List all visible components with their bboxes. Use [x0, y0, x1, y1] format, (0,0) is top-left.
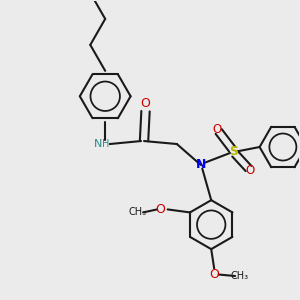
- Text: CH₃: CH₃: [230, 271, 249, 281]
- Text: N: N: [94, 139, 102, 149]
- Text: O: O: [141, 97, 151, 110]
- Text: H: H: [101, 139, 109, 149]
- Text: N: N: [196, 158, 206, 171]
- Text: S: S: [229, 145, 238, 158]
- Text: O: O: [245, 164, 255, 177]
- Text: CH₃: CH₃: [129, 207, 147, 218]
- Text: O: O: [155, 203, 165, 216]
- Text: O: O: [209, 268, 219, 281]
- Text: O: O: [213, 123, 222, 136]
